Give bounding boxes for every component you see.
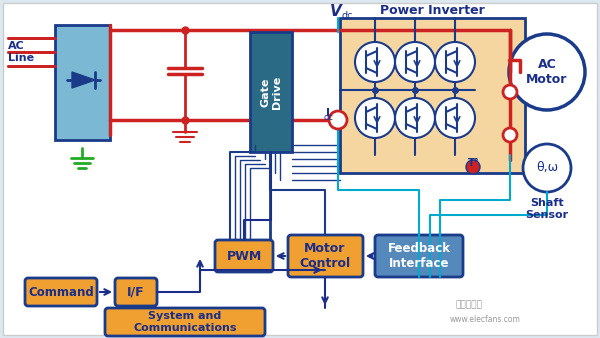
Text: AC
Line: AC Line [8,41,34,63]
Text: Command: Command [28,286,94,298]
Text: AC
Motor: AC Motor [526,58,568,86]
Circle shape [435,42,475,82]
Text: dc: dc [341,11,353,21]
FancyBboxPatch shape [288,235,363,277]
Circle shape [329,111,347,129]
Circle shape [466,160,480,174]
Text: Shaft
Sensor: Shaft Sensor [526,198,569,220]
Bar [340,18,525,173]
Text: www.elecfans.com: www.elecfans.com [450,315,521,324]
Text: T°: T° [468,158,479,168]
Bar [250,32,292,152]
Circle shape [355,42,395,82]
Text: Power Inverter: Power Inverter [380,3,484,17]
FancyBboxPatch shape [25,278,97,306]
Text: System and
Communications: System and Communications [133,311,237,333]
Circle shape [509,34,585,110]
Circle shape [395,42,435,82]
FancyBboxPatch shape [375,235,463,277]
Polygon shape [72,72,95,88]
Text: dc: dc [323,113,333,121]
Circle shape [503,85,517,99]
FancyBboxPatch shape [215,240,273,272]
Text: Feedback
Interface: Feedback Interface [388,242,451,270]
Text: Gate
Drive: Gate Drive [260,75,282,108]
Text: Motor
Control: Motor Control [299,242,350,270]
Bar [55,25,110,140]
Circle shape [395,98,435,138]
Text: θ,ω: θ,ω [536,162,558,174]
Text: I: I [326,108,330,118]
FancyBboxPatch shape [115,278,157,306]
Text: I/F: I/F [127,286,145,298]
FancyBboxPatch shape [105,308,265,336]
Circle shape [503,128,517,142]
Circle shape [355,98,395,138]
Text: 电子发烧友: 电子发烧友 [455,300,482,310]
Circle shape [523,144,571,192]
Text: V: V [330,4,342,20]
Circle shape [435,98,475,138]
Text: PWM: PWM [226,249,262,263]
